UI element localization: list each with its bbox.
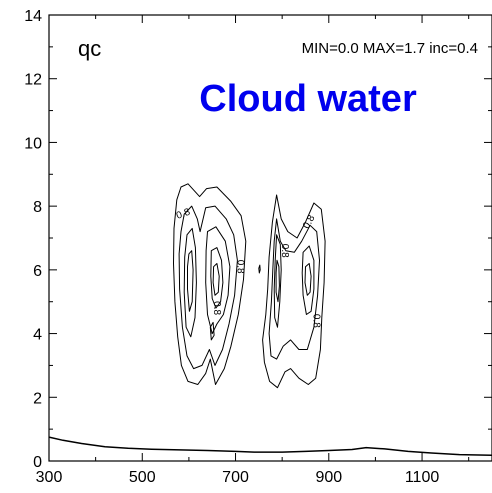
contour-left-cell-notch [209, 321, 215, 341]
y-tick-label: 6 [33, 263, 42, 280]
y-tick-label: 0 [33, 454, 42, 471]
x-tick-label: 1100 [405, 469, 440, 486]
contour-left-cell-outer [173, 183, 247, 385]
x-tick-label: 900 [315, 469, 342, 486]
contour-value-label: 0.8 [279, 244, 290, 258]
y-tick-label: 4 [33, 327, 42, 344]
contour-right-cell-3a [275, 259, 280, 303]
contour-right-cell-outer [262, 194, 326, 389]
variable-label: qc [78, 36, 101, 61]
y-tick-label: 10 [24, 135, 42, 152]
y-tick-label: 8 [33, 199, 42, 216]
contour-left-cell-2a [183, 227, 197, 338]
contour-right-cell-1 [268, 218, 320, 360]
contour-left-cell-1 [178, 205, 238, 370]
contour-left-cell-3a [187, 250, 194, 312]
contour-value-label: 0.8 [235, 260, 246, 274]
x-axis: 300 500 700 900 1100 [36, 15, 470, 486]
y-tick-label: 2 [33, 390, 42, 407]
stats-label: MIN=0.0 MAX=1.7 inc=0.4 [302, 40, 478, 57]
contour-value-label: 0.8 [175, 207, 192, 222]
contour-lines [173, 183, 326, 389]
x-tick-label: 500 [129, 469, 156, 486]
y-axis: 0 2 4 6 8 10 12 14 [24, 8, 492, 471]
contour-right-cell-2a [273, 234, 282, 328]
surface-line [48, 436, 492, 457]
x-tick-label: 700 [222, 469, 249, 486]
contour-left-cell-4b [212, 263, 220, 296]
y-tick-label: 14 [24, 8, 42, 25]
contour-right-cell-3b [304, 263, 312, 296]
contour-right-cell-2b [301, 245, 315, 315]
contour-value-label: 0.8 [311, 314, 322, 328]
y-tick-label: 12 [24, 72, 42, 89]
chart-title: Cloud water [199, 78, 417, 120]
contour-value-label: 0.8 [211, 301, 222, 315]
contour-left-cell-2b [205, 226, 231, 335]
contour-speck [258, 264, 261, 274]
contour-left-cell-3b [210, 247, 224, 309]
x-tick-label: 300 [36, 469, 63, 486]
